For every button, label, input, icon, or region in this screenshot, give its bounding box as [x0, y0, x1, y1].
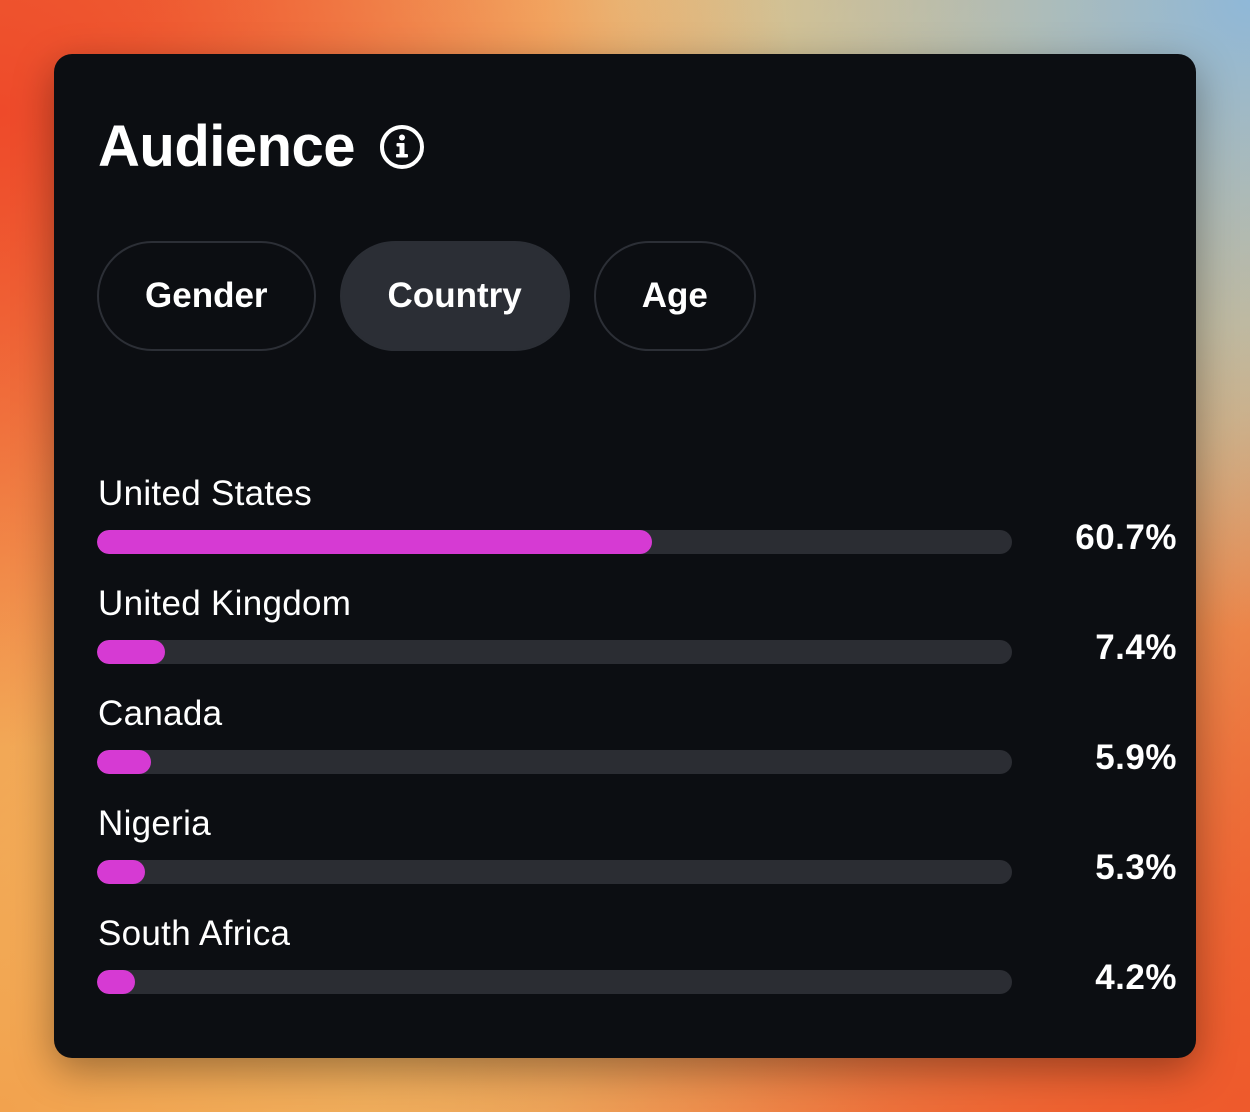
- country-row-canada: Canada 5.9%: [97, 692, 1177, 802]
- country-row-nigeria: Nigeria 5.3%: [97, 802, 1177, 912]
- progress-fill: [97, 640, 165, 664]
- audience-card: Audience Gender Country Age United State…: [54, 54, 1196, 1058]
- info-icon-glyph: [380, 125, 425, 169]
- audience-tabs: Gender Country Age: [97, 241, 756, 351]
- country-percent: 5.3%: [1095, 848, 1177, 887]
- country-name: United States: [98, 474, 313, 513]
- progress-track: [97, 970, 1012, 994]
- country-percent: 7.4%: [1095, 628, 1177, 667]
- country-percent: 60.7%: [1075, 518, 1177, 557]
- progress-fill: [97, 860, 146, 884]
- progress-track: [97, 750, 1012, 774]
- info-icon[interactable]: [379, 124, 425, 170]
- country-row-united-kingdom: United Kingdom 7.4%: [97, 582, 1177, 692]
- country-name: Nigeria: [98, 804, 211, 843]
- progress-fill: [97, 530, 653, 554]
- tab-gender[interactable]: Gender: [97, 241, 316, 351]
- progress-track: [97, 860, 1012, 884]
- tab-age[interactable]: Age: [593, 241, 756, 351]
- progress-track: [97, 640, 1012, 664]
- country-name: Canada: [98, 694, 223, 733]
- country-row-united-states: United States 60.7%: [97, 472, 1177, 582]
- country-percent: 4.2%: [1095, 958, 1177, 997]
- progress-track: [97, 530, 1012, 554]
- country-name: United Kingdom: [98, 584, 352, 623]
- country-row-south-africa: South Africa 4.2%: [97, 912, 1177, 1022]
- country-name: South Africa: [98, 914, 291, 953]
- card-title: Audience: [98, 114, 356, 179]
- tab-country[interactable]: Country: [339, 241, 570, 351]
- country-list: United States 60.7% United Kingdom 7.4% …: [97, 472, 1177, 1022]
- progress-fill: [97, 970, 136, 994]
- progress-fill: [97, 750, 151, 774]
- card-header: Audience: [98, 112, 425, 182]
- country-percent: 5.9%: [1095, 738, 1177, 777]
